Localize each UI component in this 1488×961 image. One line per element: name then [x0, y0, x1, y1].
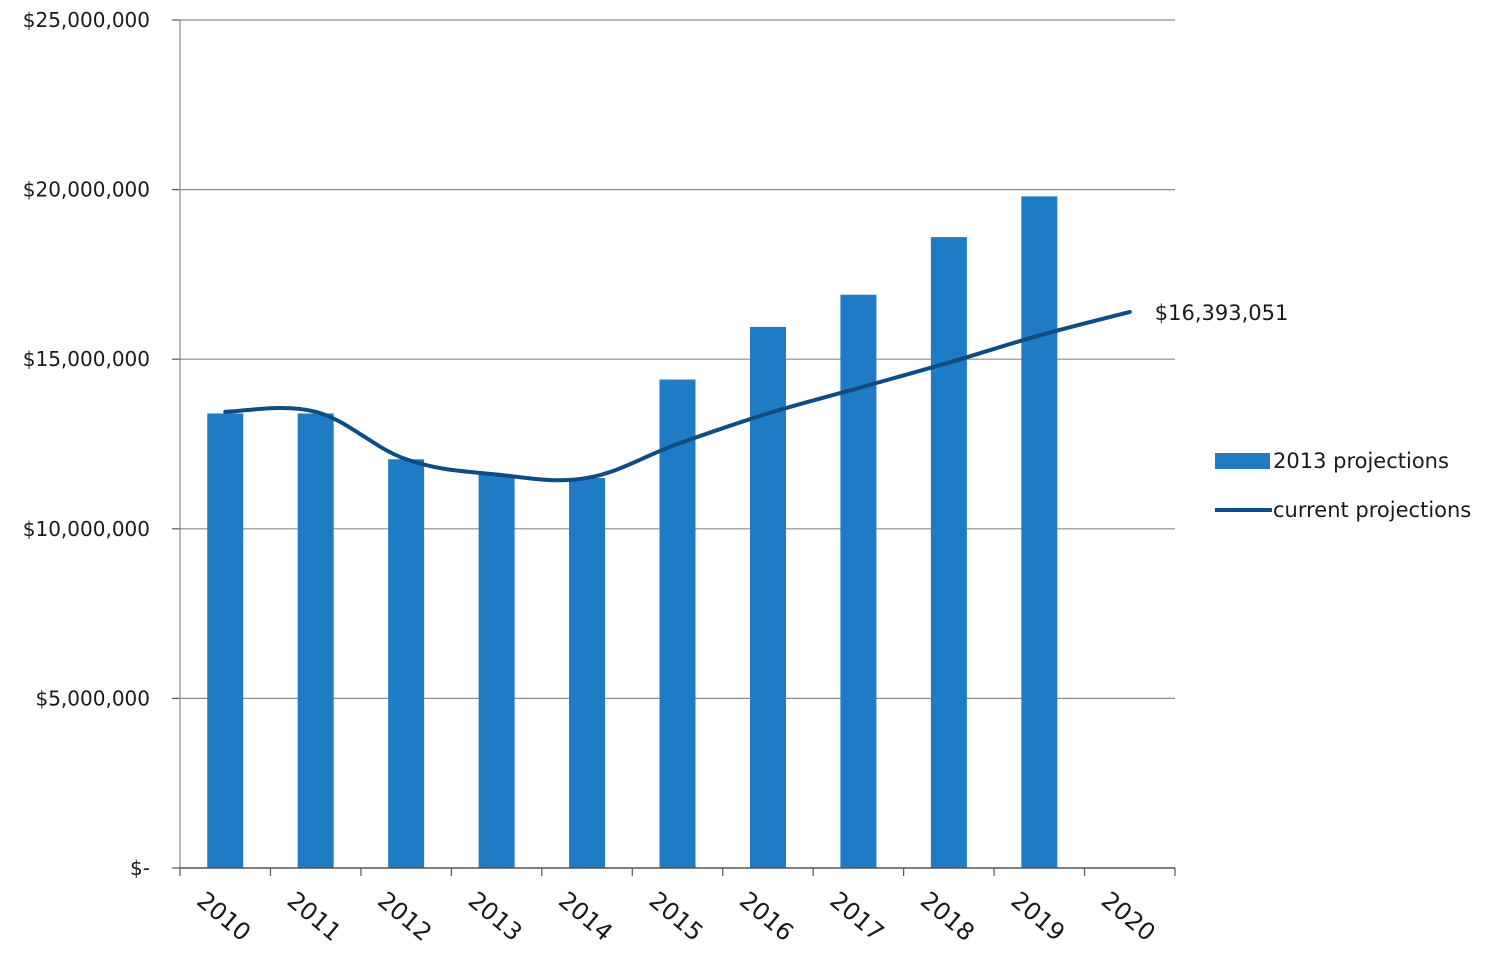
y-axis-tick-labels: $- $5,000,000 $10,000,000 $15,000,000 $20,00… [23, 8, 150, 880]
data-label: $16,393,051 [1155, 301, 1289, 325]
x-axis-tick-labels: 2010 2011 2012 2013 2014 2015 2016 2017 2018 2019… [191, 886, 1160, 947]
y-tick-label: $5,000,000 [35, 686, 150, 710]
bar-2019 [1021, 196, 1058, 868]
x-tick-label: 2015 [644, 886, 709, 947]
x-tick-label: 2018 [915, 886, 980, 947]
annotations: $16,393,051 [1155, 301, 1289, 325]
x-tick-label: 2013 [463, 886, 528, 947]
x-tick-label: 2016 [734, 886, 799, 947]
bar-2015 [659, 379, 696, 868]
bar-2012 [388, 459, 425, 868]
x-tick-label: 2020 [1096, 886, 1161, 947]
line-series [223, 309, 1132, 483]
legend-label-current-projections: current projections [1273, 498, 1471, 522]
x-tick-label: 2010 [191, 886, 256, 947]
y-tick-label: $10,000,000 [23, 517, 150, 541]
y-tick-label: $- [130, 856, 150, 880]
axes [179, 20, 1176, 876]
y-tick-label: $20,000,000 [23, 178, 150, 202]
y-tick-label: $15,000,000 [23, 347, 150, 371]
legend-label-2013-projections: 2013 projections [1273, 449, 1449, 473]
bar-2010 [207, 413, 244, 868]
x-tick-label: 2014 [553, 886, 618, 947]
line-current-projections [223, 309, 1132, 483]
x-tick-label: 2017 [825, 886, 890, 947]
bar-2014 [569, 477, 606, 868]
gridlines [172, 19, 1175, 869]
x-tick-label: 2012 [372, 886, 437, 947]
x-tick-label: 2019 [1005, 886, 1070, 947]
bar-2011 [297, 413, 334, 868]
bar-2017 [840, 294, 877, 868]
legend: 2013 projections current projections [1215, 449, 1471, 522]
bar-series [207, 196, 1058, 868]
y-tick-label: $25,000,000 [23, 8, 150, 32]
legend-swatch-2013-projections [1215, 453, 1270, 469]
bar-2018 [930, 237, 967, 868]
x-tick-label: 2011 [282, 886, 347, 947]
bar-2013 [478, 474, 515, 868]
